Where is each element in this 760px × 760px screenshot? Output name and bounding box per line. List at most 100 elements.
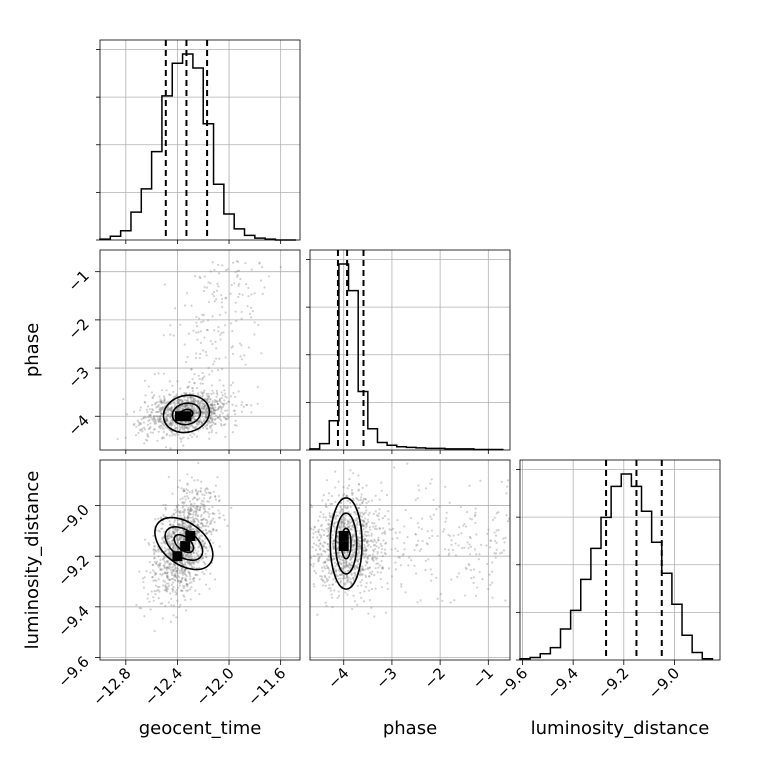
sample-point bbox=[215, 298, 218, 301]
sample-point bbox=[359, 498, 362, 502]
sample-point bbox=[183, 489, 186, 493]
sample-point bbox=[239, 355, 242, 358]
sample-point bbox=[326, 548, 329, 551]
sample-point bbox=[169, 620, 173, 623]
sample-point bbox=[345, 551, 349, 554]
sample-point bbox=[322, 533, 326, 537]
sample-point bbox=[225, 402, 228, 405]
sample-point bbox=[326, 559, 329, 562]
sample-point bbox=[177, 402, 180, 405]
sample-point bbox=[154, 420, 157, 423]
sample-point bbox=[231, 381, 235, 384]
sample-point bbox=[170, 431, 174, 434]
sample-point bbox=[416, 601, 419, 604]
sample-point bbox=[176, 537, 179, 541]
sample-point bbox=[356, 520, 359, 524]
sample-point bbox=[251, 310, 254, 313]
sample-point bbox=[438, 505, 441, 508]
sample-point bbox=[200, 321, 203, 324]
sample-point bbox=[198, 538, 202, 541]
sample-point bbox=[187, 508, 190, 512]
sample-point bbox=[195, 412, 198, 415]
sample-point bbox=[373, 527, 377, 530]
sample-point bbox=[353, 550, 357, 554]
sample-point bbox=[211, 419, 214, 422]
sample-point bbox=[203, 404, 206, 407]
sample-point bbox=[210, 418, 214, 421]
sample-point bbox=[194, 412, 197, 415]
sample-point bbox=[193, 528, 196, 531]
sample-point bbox=[162, 579, 165, 582]
sample-point bbox=[164, 542, 167, 545]
sample-point bbox=[191, 404, 194, 407]
sample-point bbox=[197, 555, 200, 558]
sample-point bbox=[350, 558, 353, 561]
sample-point bbox=[195, 315, 198, 319]
sample-point bbox=[188, 395, 191, 398]
sample-point bbox=[204, 412, 207, 415]
sample-point bbox=[351, 556, 354, 559]
sample-point bbox=[190, 525, 193, 529]
sample-point bbox=[163, 540, 166, 543]
sample-point bbox=[406, 462, 409, 465]
sample-point bbox=[190, 586, 193, 589]
sample-point bbox=[204, 416, 208, 419]
sample-point bbox=[378, 527, 382, 530]
sample-point bbox=[203, 562, 206, 565]
sample-point bbox=[158, 564, 161, 567]
sample-point bbox=[165, 582, 168, 585]
sample-point bbox=[179, 421, 182, 424]
sample-point bbox=[356, 566, 360, 569]
sample-point bbox=[220, 406, 223, 409]
sample-point bbox=[312, 562, 315, 565]
sample-point bbox=[208, 587, 211, 590]
sample-point bbox=[176, 514, 180, 517]
sample-point bbox=[201, 402, 204, 405]
sample-point bbox=[178, 538, 181, 541]
sample-point bbox=[201, 395, 204, 398]
density-peak-cell bbox=[338, 530, 349, 541]
sample-point bbox=[352, 543, 355, 547]
sample-point bbox=[329, 502, 332, 506]
sample-point bbox=[212, 295, 216, 298]
sample-point bbox=[329, 515, 332, 519]
sample-point bbox=[348, 520, 351, 523]
sample-point bbox=[199, 394, 202, 398]
sample-point bbox=[203, 407, 206, 410]
sample-point bbox=[224, 435, 227, 439]
sample-point bbox=[356, 560, 359, 563]
sample-point bbox=[219, 410, 223, 413]
sample-point bbox=[168, 520, 171, 523]
sample-point bbox=[201, 503, 204, 506]
sample-point bbox=[370, 499, 374, 502]
sample-point bbox=[325, 580, 328, 583]
sample-point bbox=[493, 531, 496, 534]
sample-point bbox=[172, 530, 175, 533]
sample-point bbox=[224, 416, 227, 420]
sample-point bbox=[189, 508, 192, 511]
sample-point bbox=[364, 506, 368, 509]
sample-point bbox=[153, 579, 157, 582]
sample-point bbox=[167, 414, 170, 417]
sample-point bbox=[327, 530, 330, 533]
sample-point bbox=[163, 546, 166, 549]
sample-point bbox=[209, 492, 212, 495]
sample-point bbox=[332, 540, 335, 543]
sample-point bbox=[361, 525, 364, 528]
sample-point bbox=[202, 391, 205, 394]
sample-point bbox=[349, 521, 352, 525]
sample-point bbox=[209, 416, 212, 419]
sample-point bbox=[168, 542, 171, 545]
sample-point bbox=[182, 514, 186, 517]
sample-point bbox=[324, 505, 328, 508]
x-tick-label: −12.8 bbox=[89, 664, 134, 709]
sample-point bbox=[342, 494, 345, 497]
sample-point bbox=[160, 574, 163, 577]
sample-point bbox=[179, 537, 183, 540]
sample-point bbox=[373, 556, 377, 559]
sample-point bbox=[355, 566, 358, 569]
sample-point bbox=[178, 428, 182, 431]
sample-point bbox=[218, 313, 222, 316]
sample-point bbox=[338, 511, 341, 514]
sample-point bbox=[224, 324, 227, 327]
